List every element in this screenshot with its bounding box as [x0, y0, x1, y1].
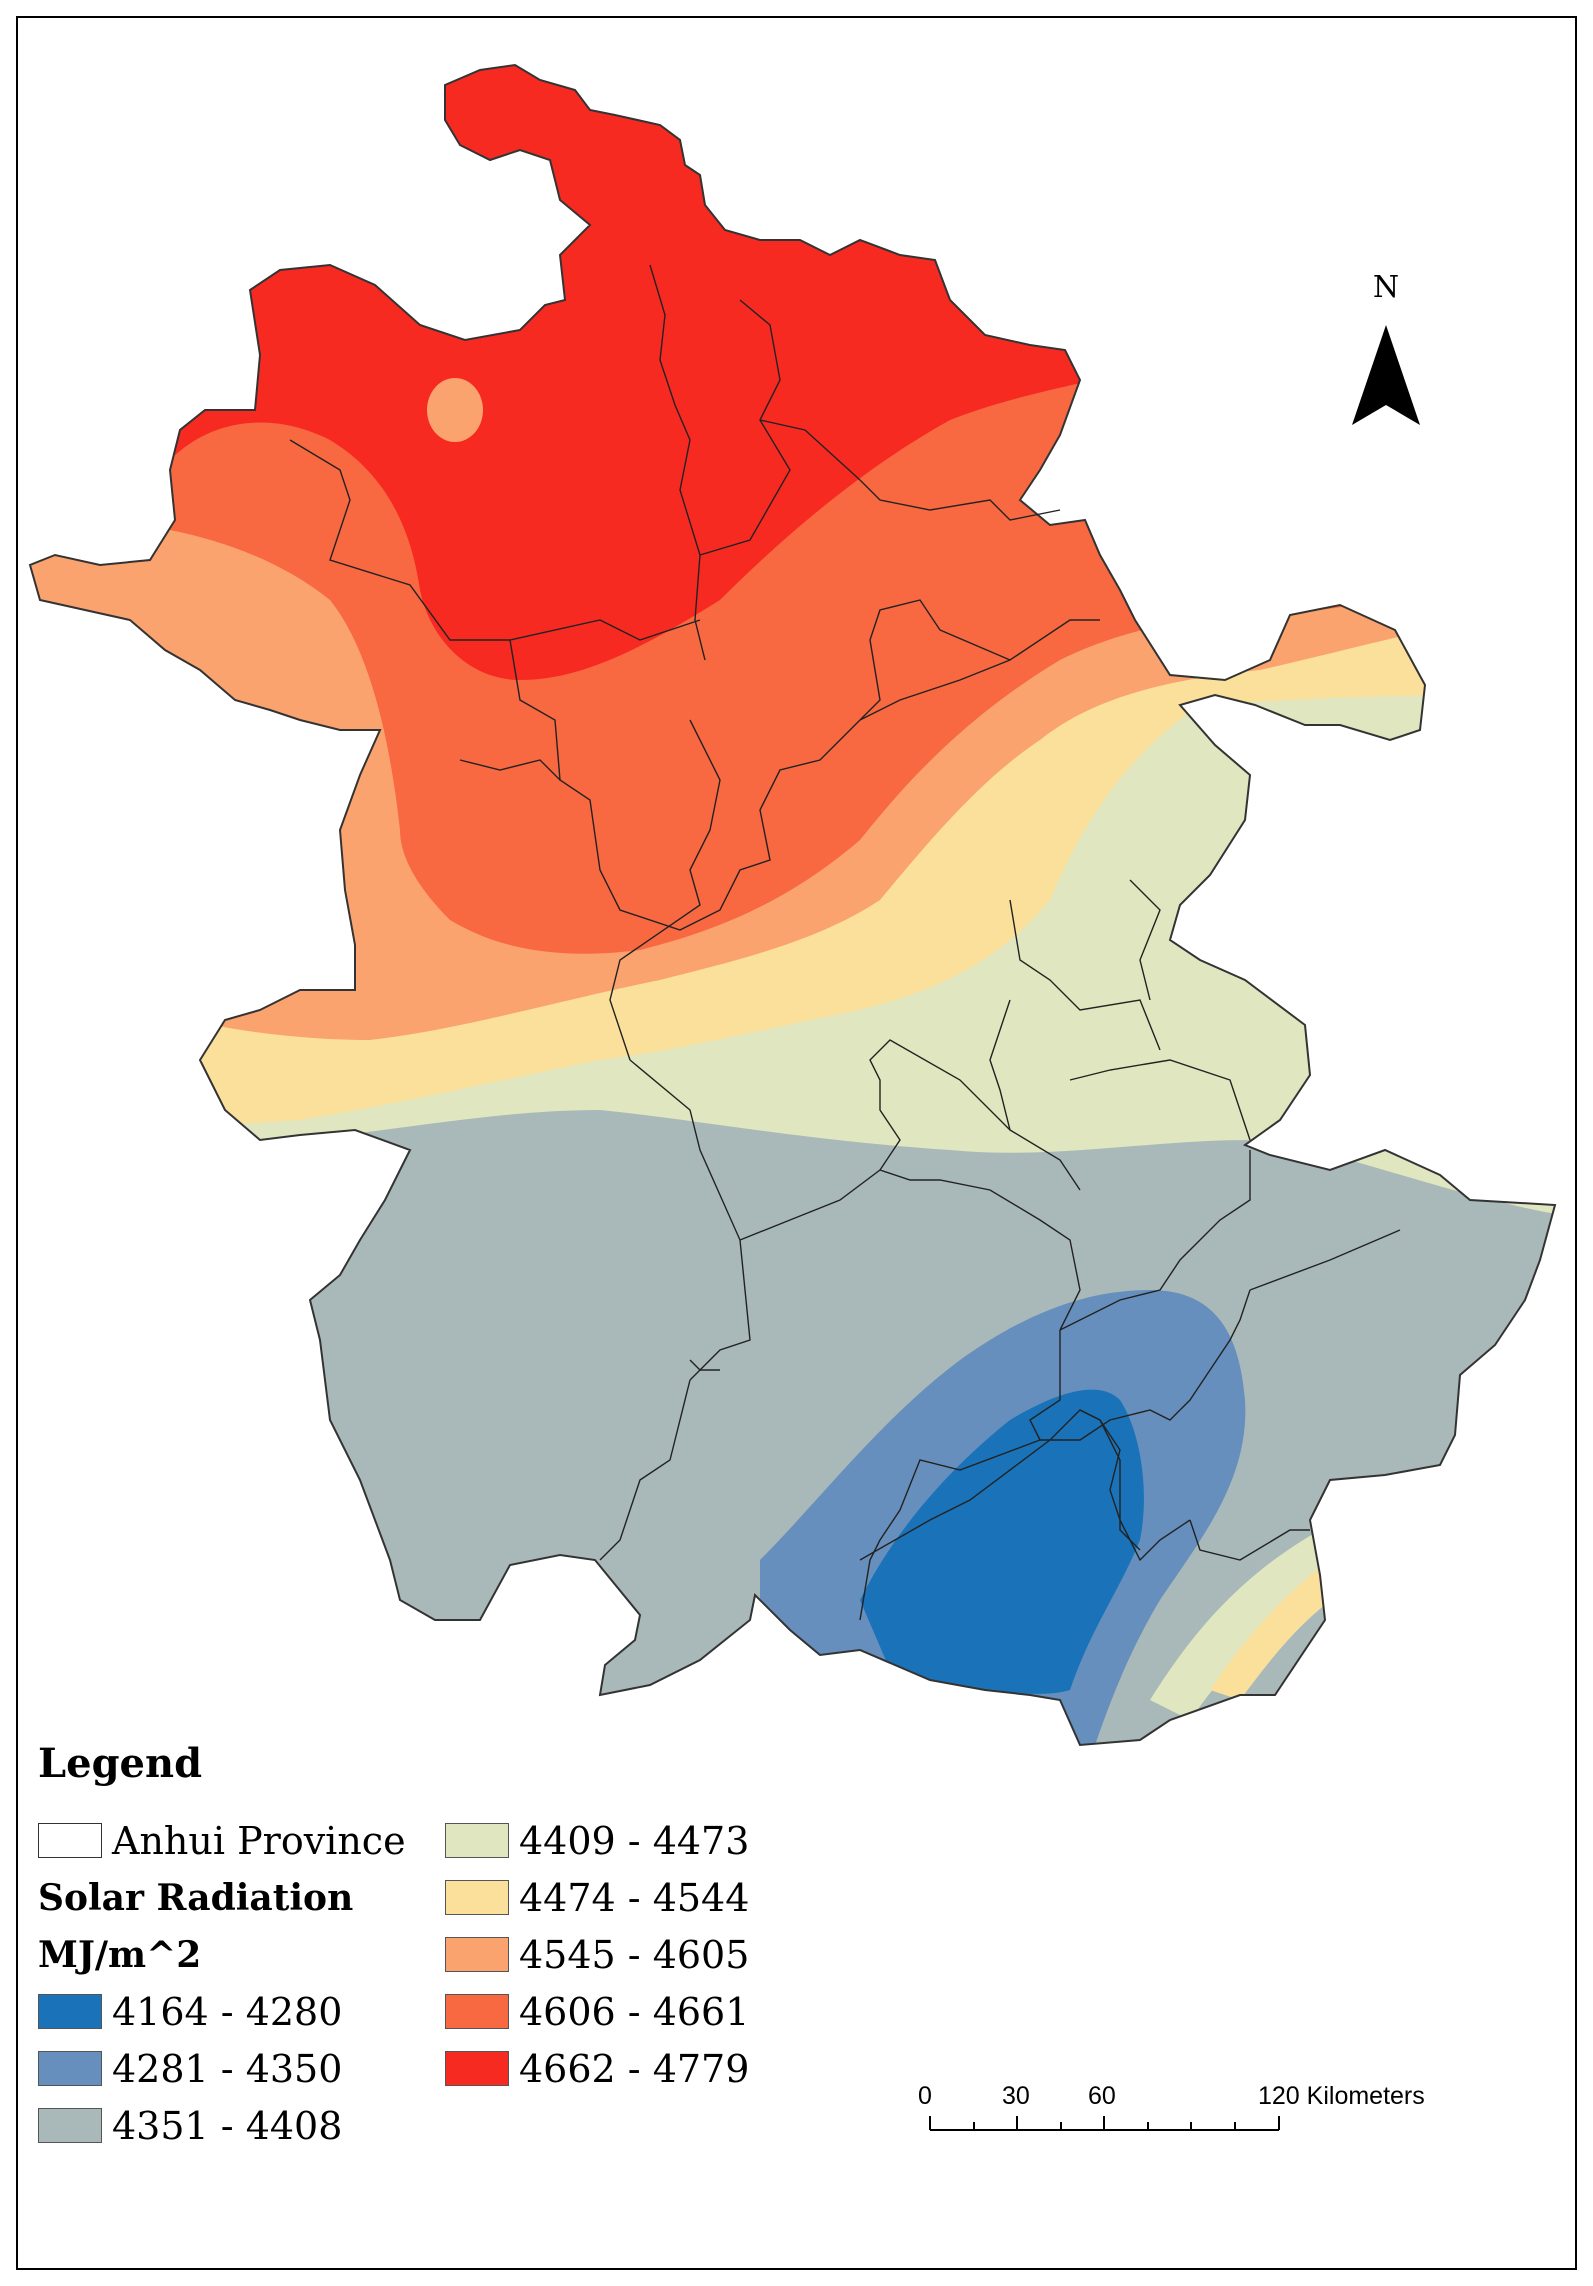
- legend-class-row: 4281 - 4350: [38, 2040, 406, 2097]
- class-swatch: [445, 1937, 509, 1972]
- boundary-label: Anhui Province: [112, 1818, 406, 1863]
- scale-tick-label: 120 Kilometers: [1258, 2082, 1425, 2110]
- class-swatch: [38, 2108, 102, 2143]
- class-swatch: [38, 1994, 102, 2029]
- class-label: 4164 - 4280: [112, 1989, 343, 2034]
- legend-class-row: 4409 - 4473: [445, 1812, 749, 1869]
- scale-tick-label: 60: [1088, 2082, 1116, 2110]
- class-swatch: [38, 2051, 102, 2086]
- class-label: 4281 - 4350: [112, 2046, 343, 2091]
- layer-unit: MJ/m^2: [38, 1933, 202, 1976]
- legend-column-right: 4409 - 4473 4474 - 4544 4545 - 4605 4606…: [445, 1812, 749, 2097]
- legend-class-row: 4474 - 4544: [445, 1869, 749, 1926]
- radiation-zone: [1210, 1560, 1345, 1700]
- scale-tick-label: 0: [918, 2082, 932, 2110]
- legend-class-row: 4662 - 4779: [445, 2040, 749, 2097]
- layer-title: Solar Radiation: [38, 1876, 354, 1919]
- scale-bar-labels: 0 30 60 120 Kilometers: [918, 2082, 1425, 2142]
- legend-class-row: 4351 - 4408: [38, 2097, 406, 2154]
- legend-title: Legend: [38, 1740, 203, 1787]
- class-swatch: [445, 2051, 509, 2086]
- legend-class-row: 4164 - 4280: [38, 1983, 406, 2040]
- radiation-zone: [427, 378, 483, 442]
- scale-tick-label: 30: [1002, 2082, 1030, 2110]
- class-swatch: [445, 1880, 509, 1915]
- radiation-zone: [860, 1389, 1144, 1694]
- class-swatch: [445, 1994, 509, 2029]
- north-arrow-icon: [1352, 325, 1420, 425]
- class-label: 4474 - 4544: [519, 1875, 750, 1920]
- legend-class-row: 4545 - 4605: [445, 1926, 749, 1983]
- class-label: 4351 - 4408: [112, 2103, 343, 2148]
- north-label: N: [1372, 270, 1400, 305]
- legend-boundary-row: Anhui Province: [38, 1812, 406, 1869]
- radiation-zone: [1150, 1530, 1340, 1720]
- legend-column-left: Anhui Province Solar Radiation MJ/m^2 41…: [38, 1812, 406, 2154]
- class-swatch: [445, 1823, 509, 1858]
- class-label: 4606 - 4661: [519, 1989, 750, 2034]
- class-label: 4409 - 4473: [519, 1818, 750, 1863]
- city-boundaries: [289, 264, 1401, 1621]
- scale-bar: [929, 2116, 1280, 2131]
- class-label: 4545 - 4605: [519, 1932, 750, 1977]
- legend: Legend Anhui Province Solar Radiation MJ…: [38, 1740, 798, 2148]
- class-label: 4662 - 4779: [519, 2046, 750, 2091]
- boundary-swatch: [38, 1823, 102, 1858]
- legend-class-row: 4606 - 4661: [445, 1983, 749, 2040]
